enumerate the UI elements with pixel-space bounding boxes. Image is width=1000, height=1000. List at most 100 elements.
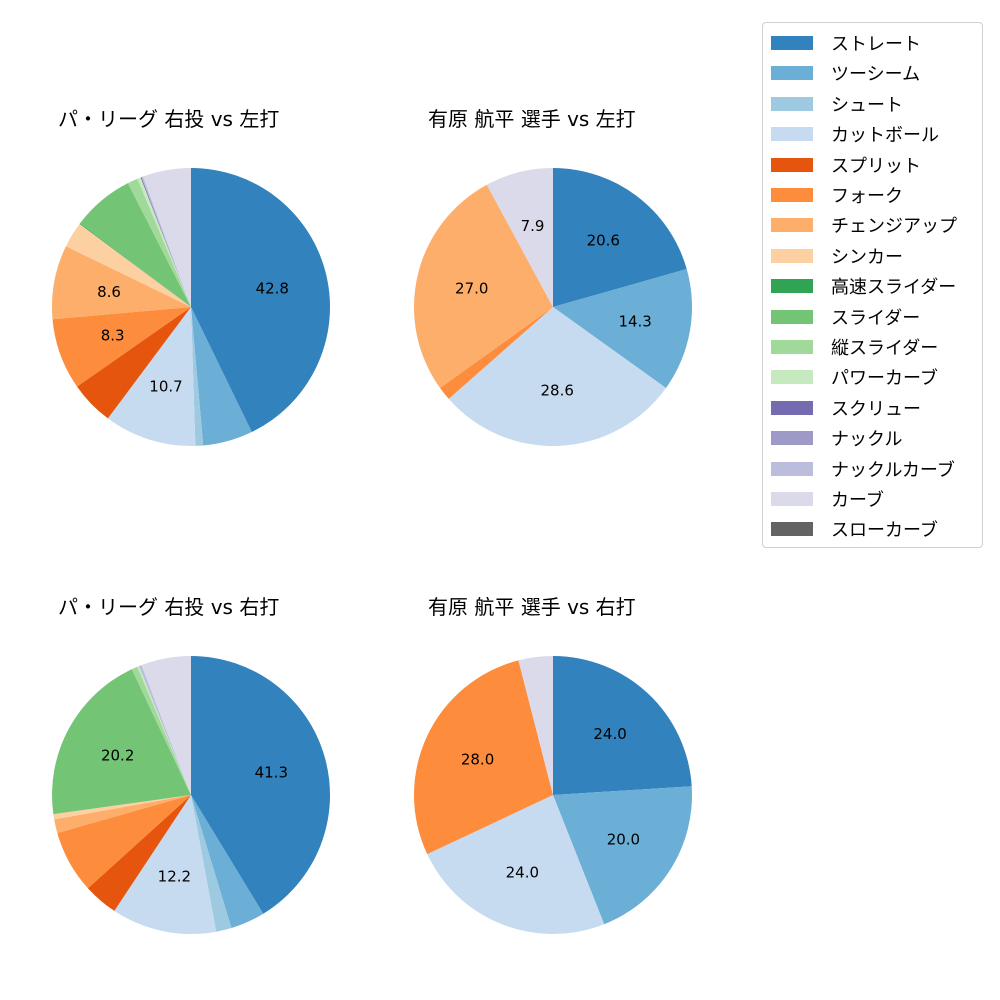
pie-slice xyxy=(191,795,264,928)
legend-item: ナックル xyxy=(771,426,902,450)
pie-slice xyxy=(191,795,232,932)
pie-slice xyxy=(52,246,191,320)
legend-label: スクリュー xyxy=(831,398,921,420)
chart-title: パ・リーグ 右投 vs 右打 xyxy=(58,595,280,619)
slice-value-label: 42.8 xyxy=(256,279,289,297)
slice-value-label: 14.3 xyxy=(618,312,651,330)
slice-value-label: 41.3 xyxy=(255,763,288,781)
legend-item: 高速スライダー xyxy=(771,274,956,298)
legend-swatch xyxy=(771,370,813,385)
legend-label: ストレート xyxy=(831,34,921,55)
pie-slice xyxy=(553,786,692,925)
pie-slice xyxy=(191,307,252,446)
chart-title: 有原 航平 選手 vs 左打 xyxy=(428,107,636,131)
legend-label: ツーシーム xyxy=(831,64,921,86)
pie-slice xyxy=(79,223,191,307)
slice-value-label: 20.0 xyxy=(607,831,640,849)
pie-slice xyxy=(52,307,191,387)
pie-slice xyxy=(427,795,605,934)
pie-slice xyxy=(54,795,191,833)
legend-item: スライダー xyxy=(771,305,920,329)
legend-item: カーブ xyxy=(771,487,884,511)
pie-slice xyxy=(141,656,191,795)
legend-item: カットボール xyxy=(771,122,939,146)
legend-item: ナックルカーブ xyxy=(771,457,955,481)
pie-slice xyxy=(87,795,191,911)
pie-slice xyxy=(143,168,191,307)
legend-swatch xyxy=(771,36,813,50)
legend-label: フォーク xyxy=(831,186,903,207)
legend-swatch xyxy=(771,431,813,446)
slice-value-label: 28.0 xyxy=(461,750,494,768)
legend-swatch xyxy=(771,461,813,476)
pie-slice xyxy=(137,666,191,795)
pie-slice xyxy=(52,669,191,815)
legend-item: ストレート xyxy=(771,31,921,55)
legend-item: スクリュー xyxy=(771,396,921,420)
legend-swatch xyxy=(771,279,813,294)
legend-label: 高速スライダー xyxy=(831,277,957,299)
legend-swatch xyxy=(771,309,813,324)
legend-item: フォーク xyxy=(771,183,903,207)
slice-value-label: 8.3 xyxy=(101,326,125,344)
legend-swatch xyxy=(771,340,813,354)
pie-slice xyxy=(191,656,330,914)
slice-value-label: 24.0 xyxy=(593,725,626,743)
legend-label: パワーカーブ xyxy=(831,368,938,390)
pie-slice xyxy=(141,176,191,307)
legend: ストレートツーシームシュートカットボールスプリットフォークチェンジアップ シンカー… xyxy=(762,22,983,548)
pie-slice xyxy=(77,307,191,419)
slice-value-label: 10.7 xyxy=(149,378,182,396)
legend-label: ナックル xyxy=(831,429,903,451)
legend-label: チェンジアップ xyxy=(831,216,957,238)
legend-swatch xyxy=(771,96,813,111)
pie-slice xyxy=(553,656,692,795)
legend-label: 縦スライダー xyxy=(831,338,939,359)
pie-chart: 20.6 14.3 28.6 27.0 7.9 xyxy=(414,168,692,446)
pie-slice xyxy=(191,307,204,446)
pie-slice xyxy=(518,656,553,795)
legend-swatch xyxy=(771,127,813,142)
legend-item: スプリット xyxy=(771,153,921,177)
legend-label: ナックルカーブ xyxy=(831,459,955,481)
pie-slice xyxy=(137,177,191,307)
pie-slice xyxy=(140,177,191,307)
pie-chart: 41.3 12.2 20.2 xyxy=(52,656,330,934)
pie-slice xyxy=(448,307,666,446)
legend-item: スローカーブ xyxy=(771,517,938,541)
slice-value-label: 20.6 xyxy=(587,231,620,249)
slice-value-label: 24.0 xyxy=(506,864,539,882)
pie-slice xyxy=(191,168,330,433)
legend-item: チェンジアップ xyxy=(771,213,957,237)
legend-swatch xyxy=(771,492,813,506)
slice-value-label: 20.2 xyxy=(101,746,134,764)
pie-slice xyxy=(53,795,191,820)
legend-label: カーブ xyxy=(831,490,884,511)
pie-slice xyxy=(107,307,196,446)
pie-slice xyxy=(57,795,191,889)
pie-chart: 42.8 10.7 8.3 8.6 xyxy=(52,168,330,446)
pie-slice xyxy=(139,665,191,795)
pie-chart: 24.0 20.0 24.0 28.0 xyxy=(414,656,692,934)
pie-slice xyxy=(440,307,553,399)
legend-swatch xyxy=(771,522,813,537)
legend-swatch xyxy=(771,400,813,415)
slice-value-label: 12.2 xyxy=(158,868,191,886)
legend-item: シンカー xyxy=(771,244,903,268)
legend-label: スプリット xyxy=(831,155,921,177)
legend-label: シンカー xyxy=(831,246,903,268)
legend-item: パワーカーブ xyxy=(771,365,938,389)
legend-swatch xyxy=(771,157,813,172)
legend-label: シュート xyxy=(831,94,903,116)
chart-title: パ・リーグ 右投 vs 左打 xyxy=(58,107,280,131)
slice-value-label: 28.6 xyxy=(540,381,573,399)
pie-slice xyxy=(414,184,553,388)
slice-value-label: 27.0 xyxy=(455,279,488,297)
pie-slice xyxy=(131,666,191,795)
chart-title: 有原 航平 選手 vs 右打 xyxy=(428,595,636,619)
pie-slice xyxy=(553,168,687,307)
pie-slice xyxy=(553,269,692,388)
legend-label: スライダー xyxy=(831,307,921,329)
legend-swatch xyxy=(771,66,813,81)
legend-item: 縦スライダー xyxy=(771,335,938,359)
